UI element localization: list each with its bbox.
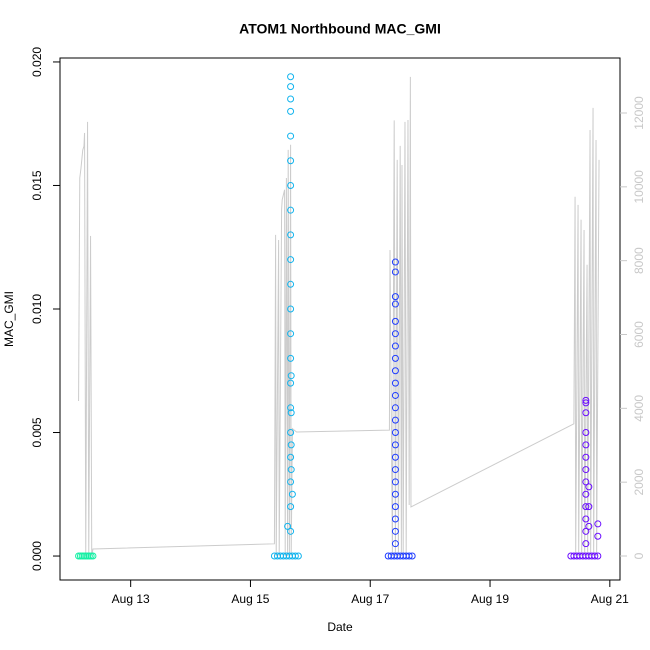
point: [582, 503, 590, 511]
point: [585, 503, 593, 511]
point: [391, 466, 399, 474]
point: [391, 416, 399, 424]
y2-tick-label: 4000: [632, 395, 646, 422]
x-tick-label: Aug 17: [351, 592, 389, 606]
chart-title: ATOM1 Northbound MAC_GMI: [239, 21, 441, 37]
point: [287, 409, 295, 417]
x-tick-label: Aug 19: [471, 592, 509, 606]
point: [594, 552, 602, 560]
point: [287, 73, 295, 81]
point: [594, 520, 602, 528]
point: [582, 441, 590, 449]
point: [582, 453, 590, 461]
point: [287, 429, 295, 437]
y-tick-label: 0.015: [30, 170, 44, 200]
point: [582, 429, 590, 437]
point: [391, 527, 399, 535]
point: [594, 532, 602, 540]
point: [287, 441, 295, 449]
point: [391, 293, 399, 301]
line-series: [78, 76, 600, 557]
point: [291, 552, 299, 560]
point: [89, 552, 97, 560]
point: [287, 453, 295, 461]
point: [391, 317, 399, 325]
y-tick-label: 0.000: [30, 541, 44, 571]
point: [287, 256, 295, 264]
point: [391, 379, 399, 387]
point: [582, 540, 590, 548]
point: [287, 478, 295, 486]
point: [582, 409, 590, 417]
point: [284, 522, 292, 530]
y2-tick-label: 6000: [632, 321, 646, 348]
x-tick-label: Aug 21: [591, 592, 629, 606]
point: [582, 527, 590, 535]
point: [287, 280, 295, 288]
point: [391, 453, 399, 461]
y2-tick-label: 12000: [632, 96, 646, 130]
y2-tick-label: 8000: [632, 247, 646, 274]
point: [287, 466, 295, 474]
point: [287, 231, 295, 239]
point: [391, 258, 399, 266]
point: [391, 404, 399, 412]
point: [391, 268, 399, 276]
x-axis-label: Date: [327, 620, 353, 634]
y2-tick-label: 0: [632, 552, 646, 559]
point: [287, 132, 295, 140]
point: [287, 503, 295, 511]
point: [391, 441, 399, 449]
point: [287, 95, 295, 103]
point: [408, 552, 416, 560]
point: [287, 527, 295, 535]
point: [391, 429, 399, 437]
point: [582, 515, 590, 523]
point: [287, 83, 295, 91]
point: [287, 372, 295, 380]
point: [287, 157, 295, 165]
point: [288, 490, 296, 498]
point: [405, 552, 413, 560]
point: [391, 367, 399, 375]
point: [391, 391, 399, 399]
point: [391, 354, 399, 362]
point: [287, 181, 295, 189]
point: [582, 478, 590, 486]
point: [391, 490, 399, 498]
point: [391, 478, 399, 486]
point: [287, 206, 295, 214]
point: [287, 107, 295, 115]
point: [391, 330, 399, 338]
point: [585, 522, 593, 530]
y2-tick-label: 2000: [632, 469, 646, 496]
point: [585, 483, 593, 491]
point: [287, 330, 295, 338]
plot-frame: [59, 57, 621, 581]
point: [391, 342, 399, 350]
point: [391, 503, 399, 511]
point: [287, 404, 295, 412]
point: [287, 379, 295, 387]
y2-tick-label: 10000: [632, 170, 646, 204]
x-tick-label: Aug 15: [231, 592, 269, 606]
point: [582, 466, 590, 474]
point: [391, 540, 399, 548]
x-tick-label: Aug 13: [112, 592, 150, 606]
y-axis-label: MAC_GMI: [2, 291, 16, 347]
point: [391, 300, 399, 308]
point: [582, 396, 590, 404]
point: [591, 552, 599, 560]
point: [582, 399, 590, 407]
y-tick-label: 0.005: [30, 417, 44, 447]
point: [287, 354, 295, 362]
point: [294, 552, 302, 560]
point: [287, 305, 295, 313]
point: [582, 490, 590, 498]
y-tick-label: 0.010: [30, 294, 44, 324]
y-tick-label: 0.020: [30, 47, 44, 77]
point: [391, 515, 399, 523]
